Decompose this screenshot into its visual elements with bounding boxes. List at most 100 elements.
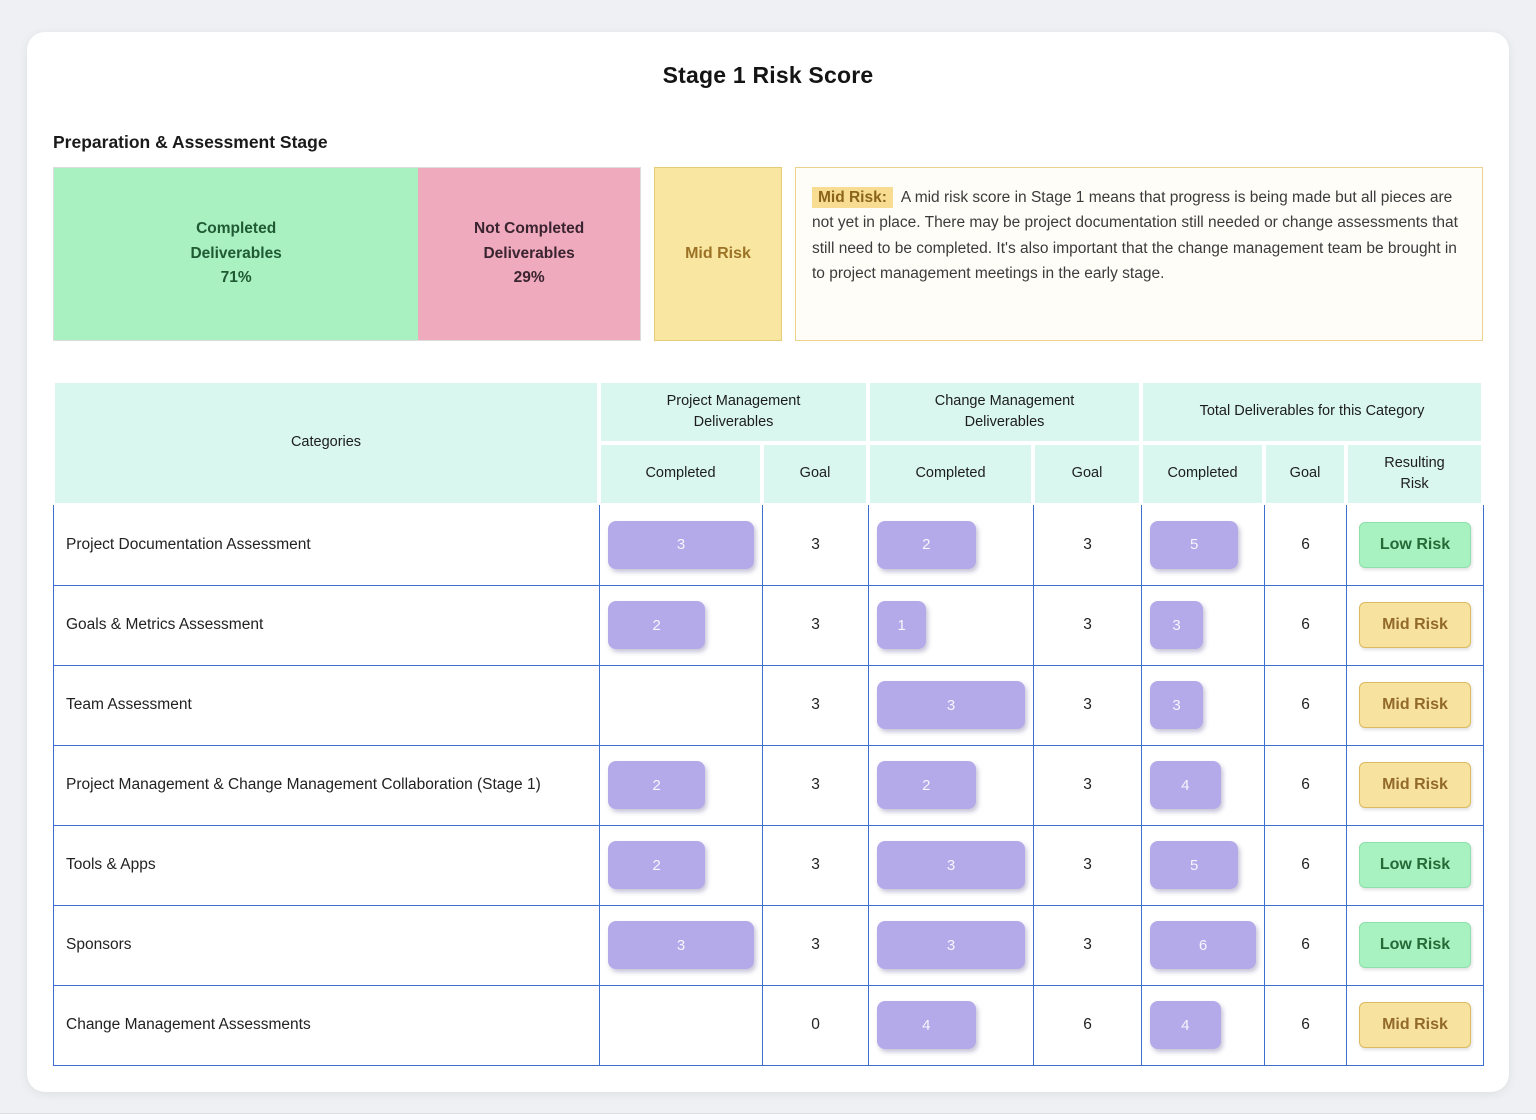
cm-completed-cell: 4: [868, 984, 1034, 1066]
cm-goal-cell: 3: [1033, 505, 1142, 586]
category-cell: Sponsors: [53, 904, 600, 986]
pm-goal-cell: 3: [762, 904, 869, 986]
pm-completed-cell: 2: [599, 584, 763, 666]
completed-count-pill: 3: [877, 681, 1025, 729]
summary-row: Completed Deliverables 71% Not Completed…: [53, 167, 1483, 341]
cm-goal-cell: 3: [1033, 824, 1142, 906]
completed-label-line1: Completed: [196, 219, 277, 237]
risk-badge: Low Risk: [1359, 922, 1471, 968]
completed-count-pill: 3: [877, 841, 1025, 889]
total-goal-cell: 6: [1264, 984, 1347, 1066]
completed-count-pill: 6: [1150, 921, 1256, 969]
table-row: Change Management Assessments 0 4 6 4 6 Mid Ri…: [53, 984, 1484, 1066]
pm-completed-cell: 2: [599, 744, 763, 826]
header-sub-pm-goal: Goal: [762, 443, 868, 505]
pm-goal-cell: 3: [762, 744, 869, 826]
table-row: Team Assessment 3 3 3 3 6 Mid Risk: [53, 664, 1484, 746]
total-goal-cell: 6: [1264, 904, 1347, 986]
risk-table-body: Project Documentation Assessment 3 3 2 3 5 6 Lo…: [53, 505, 1484, 1066]
cm-completed-cell: 2: [868, 744, 1034, 826]
cm-goal-cell: 3: [1033, 584, 1142, 666]
risk-table-header: Categories Project Management Deliverabl…: [53, 381, 1483, 505]
header-group-total-deliverables: Total Deliverables for this Category: [1141, 381, 1483, 443]
completed-count-pill: 2: [608, 841, 706, 889]
table-row: Goals & Metrics Assessment 2 3 1 3 3 6 Mid Risk: [53, 584, 1484, 666]
category-cell: Goals & Metrics Assessment: [53, 584, 600, 666]
completed-count-pill: 3: [608, 921, 754, 969]
table-row: Project Documentation Assessment 3 3 2 3 5 6 Lo…: [53, 505, 1484, 586]
completed-count-pill: 4: [1150, 1001, 1221, 1049]
resulting-risk-cell: Low Risk: [1346, 904, 1484, 986]
risk-score-card: Stage 1 Risk Score Preparation & Assessm…: [27, 32, 1509, 1092]
category-cell: Team Assessment: [53, 664, 600, 746]
risk-badge: Low Risk: [1359, 521, 1471, 568]
resulting-risk-cell: Mid Risk: [1346, 664, 1484, 746]
pm-goal-cell: 0: [762, 984, 869, 1066]
pm-completed-cell: [599, 984, 763, 1066]
risk-note-label: Mid Risk:: [812, 187, 893, 208]
header-sub-resulting-risk-label: Resulting Risk: [1384, 454, 1445, 492]
not-completed-percent: 29%: [513, 269, 545, 287]
overall-risk-badge: Mid Risk: [654, 167, 782, 341]
header-sub-cm-completed: Completed: [868, 443, 1033, 505]
header-sub-cm-goal: Goal: [1033, 443, 1141, 505]
cm-completed-cell: 3: [868, 824, 1034, 906]
completed-count-pill: 3: [1150, 601, 1203, 649]
header-sub-total-goal: Goal: [1264, 443, 1346, 505]
table-row: Sponsors 3 3 3 3 6 6 Low Risk: [53, 904, 1484, 986]
cm-completed-cell: 3: [868, 904, 1034, 986]
pm-completed-cell: 3: [599, 505, 763, 586]
cm-completed-cell: 2: [868, 505, 1034, 586]
header-sub-pm-completed: Completed: [599, 443, 762, 505]
total-goal-cell: 6: [1264, 824, 1347, 906]
header-categories: Categories: [53, 381, 599, 505]
risk-badge: Mid Risk: [1359, 1002, 1471, 1048]
pm-goal-cell: 3: [762, 584, 869, 666]
category-cell: Tools & Apps: [53, 824, 600, 906]
cm-goal-cell: 3: [1033, 744, 1142, 826]
pm-goal-cell: 3: [762, 664, 869, 746]
total-completed-cell: 4: [1141, 744, 1265, 826]
total-goal-cell: 6: [1264, 505, 1347, 586]
table-row: Tools & Apps 2 3 3 3 5 6 Low Risk: [53, 824, 1484, 906]
deliverables-stacked-bar: Completed Deliverables 71% Not Completed…: [53, 167, 641, 341]
risk-badge: Low Risk: [1359, 842, 1471, 888]
completed-label-line2: Deliverables: [190, 244, 282, 262]
total-completed-cell: 3: [1141, 584, 1265, 666]
completed-count-pill: 5: [1150, 520, 1239, 569]
total-goal-cell: 6: [1264, 584, 1347, 666]
category-cell: Change Management Assessments: [53, 984, 600, 1066]
risk-table-body-table: Project Documentation Assessment 3 3 2 3 5 6 Lo…: [53, 505, 1484, 1066]
stage-section-heading: Preparation & Assessment Stage: [53, 132, 328, 152]
resulting-risk-cell: Mid Risk: [1346, 744, 1484, 826]
risk-description-box: Mid Risk: A mid risk score in Stage 1 mea…: [795, 167, 1483, 341]
table-row: Project Management & Change Management C…: [53, 744, 1484, 826]
completed-count-pill: 2: [877, 520, 976, 569]
pm-completed-cell: 3: [599, 904, 763, 986]
not-completed-deliverables-segment: Not Completed Deliverables 29%: [418, 168, 640, 340]
total-completed-cell: 3: [1141, 664, 1265, 746]
not-completed-label-line1: Not Completed: [474, 219, 585, 237]
header-group-pm-deliverables: Project Management Deliverables: [599, 381, 868, 443]
total-completed-cell: 4: [1141, 984, 1265, 1066]
pm-completed-cell: 2: [599, 824, 763, 906]
header-group-cm-label: Change Management Deliverables: [934, 392, 1075, 430]
completed-count-pill: 2: [608, 761, 706, 809]
cm-goal-cell: 3: [1033, 664, 1142, 746]
header-sub-total-completed: Completed: [1141, 443, 1264, 505]
total-completed-cell: 5: [1141, 505, 1265, 586]
completed-percent: 71%: [220, 269, 252, 287]
cm-completed-cell: 3: [868, 664, 1034, 746]
category-cell: Project Management & Change Management C…: [53, 744, 600, 826]
completed-count-pill: 2: [877, 761, 976, 809]
total-goal-cell: 6: [1264, 664, 1347, 746]
category-cell: Project Documentation Assessment: [53, 505, 600, 586]
completed-count-pill: 3: [608, 520, 754, 569]
total-goal-cell: 6: [1264, 744, 1347, 826]
cm-goal-cell: 6: [1033, 984, 1142, 1066]
completed-deliverables-segment: Completed Deliverables 71%: [54, 168, 419, 340]
completed-count-pill: 4: [877, 1001, 976, 1049]
risk-table: Categories Project Management Deliverabl…: [53, 381, 1484, 1066]
completed-count-pill: 5: [1150, 841, 1239, 889]
completed-count-pill: 4: [1150, 761, 1221, 809]
